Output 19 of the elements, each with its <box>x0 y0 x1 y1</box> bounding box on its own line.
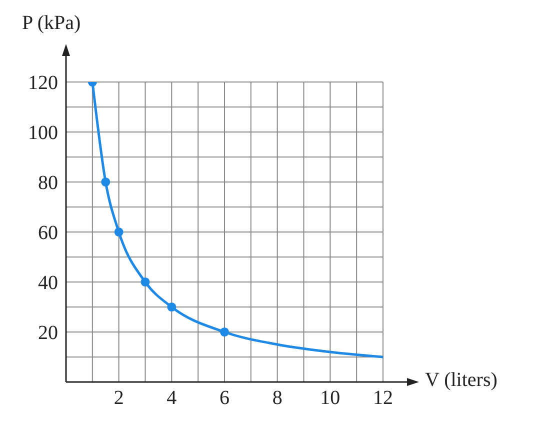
x-axis-title: V (liters) <box>425 369 498 392</box>
y-tick-label: 80 <box>38 172 58 194</box>
y-axis-title: P (kPa) <box>22 12 81 35</box>
point <box>140 277 150 287</box>
x-tick-label: 4 <box>166 387 177 410</box>
y-tick-label: 20 <box>38 322 58 344</box>
point <box>167 302 176 312</box>
point <box>114 227 124 237</box>
y-tick-label: 100 <box>28 122 58 144</box>
x-tick-label: 10 <box>320 387 340 410</box>
y-tick-label: 120 <box>28 72 58 94</box>
point <box>220 327 230 337</box>
y-tick-label: 40 <box>38 272 58 294</box>
x-tick-label: 12 <box>373 387 393 410</box>
x-tick-label: 2 <box>114 387 124 410</box>
y-tick-label: 60 <box>38 222 58 244</box>
x-tick-label: 6 <box>220 387 230 410</box>
point <box>101 177 110 187</box>
x-tick-label: 8 <box>272 387 282 410</box>
